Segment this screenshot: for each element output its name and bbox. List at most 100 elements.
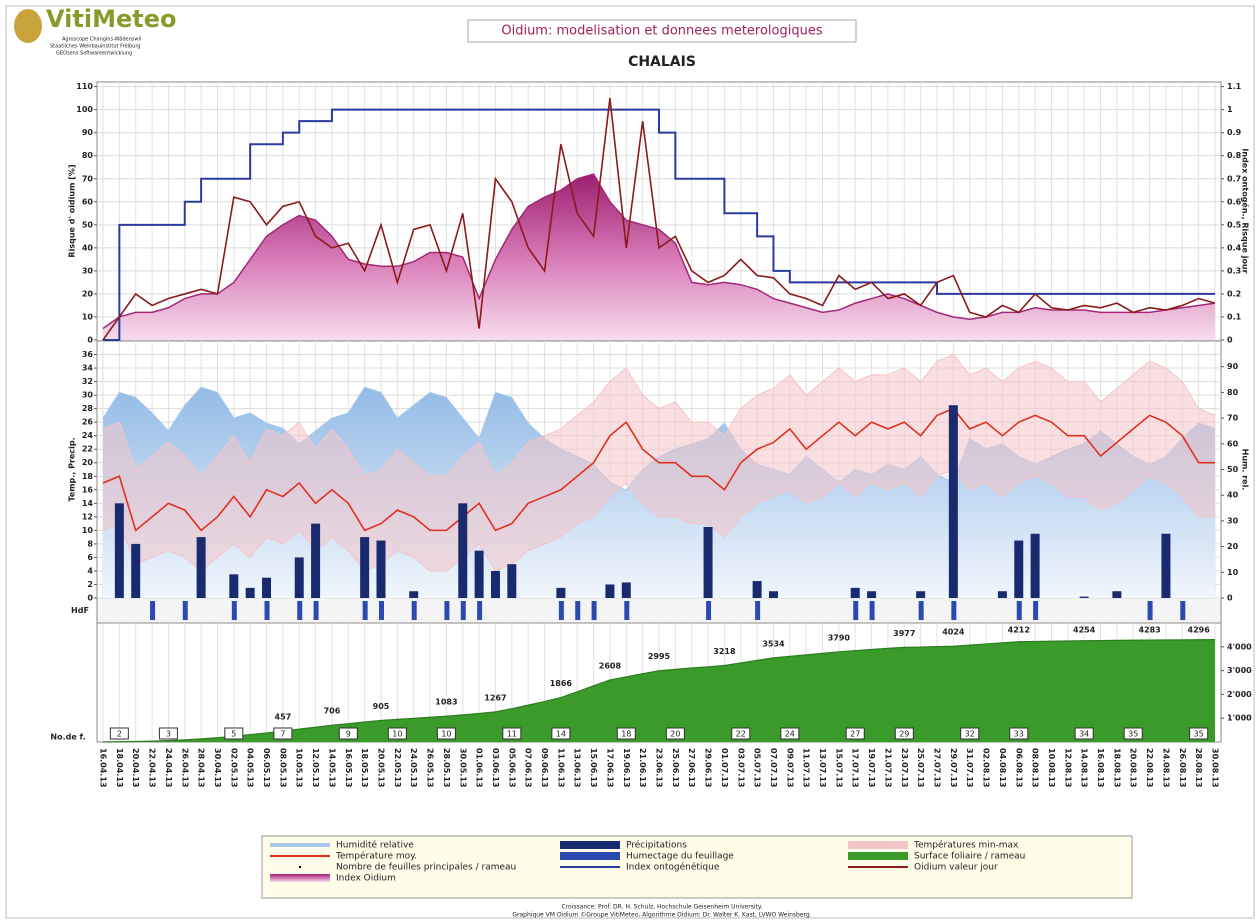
leaf-count-box xyxy=(502,727,522,740)
tick-label: 3'000 xyxy=(1227,666,1252,675)
x-tick-label: 22.05.13 xyxy=(393,748,402,787)
bar xyxy=(768,591,778,598)
x-tick-label: 01.07.13 xyxy=(720,748,729,787)
bar xyxy=(474,550,484,598)
leaf-count: 35 xyxy=(1128,730,1138,739)
tick-label: 0.2 xyxy=(1227,289,1241,298)
tick-label: 90 xyxy=(1227,362,1239,371)
tick-label: 70 xyxy=(82,174,94,183)
wetness-bar xyxy=(477,601,483,620)
tick-label: 30 xyxy=(82,266,94,275)
tick-label: 20 xyxy=(82,289,94,298)
tick-label: 30 xyxy=(1227,516,1239,525)
x-tick-label: 02.08.13 xyxy=(982,748,991,787)
value-label: 3790 xyxy=(828,633,851,642)
value-label: 4212 xyxy=(1008,626,1030,635)
tick-label: 80 xyxy=(82,151,94,160)
legend-swatch xyxy=(298,865,302,869)
tick-label: 0.7 xyxy=(1227,174,1241,183)
value-label: 4283 xyxy=(1138,626,1160,635)
axis-title: Index ontogén., Risque jour xyxy=(1241,148,1251,273)
tick-label: 0.8 xyxy=(1227,151,1242,160)
leaf-count-box xyxy=(894,727,914,740)
legend-swatch xyxy=(848,841,908,849)
bar xyxy=(114,503,124,598)
x-tick-label: 24.08.13 xyxy=(1161,748,1170,787)
x-tick-label: 05.06.13 xyxy=(507,748,516,787)
x-tick-label: 02.05.13 xyxy=(229,748,238,787)
bar xyxy=(1161,533,1171,598)
x-tick-label: 13.07.13 xyxy=(818,748,827,787)
band-min xyxy=(102,468,1215,572)
legend-swatch xyxy=(560,852,620,860)
tick-label: 60 xyxy=(82,197,94,206)
bar xyxy=(409,591,419,598)
x-tick-label: 20.04.13 xyxy=(131,748,140,787)
x-tick-label: 28.05.13 xyxy=(442,748,451,787)
leaf-count-box xyxy=(845,727,865,740)
tick-label: 18 xyxy=(82,472,94,481)
x-tick-label: 01.06.13 xyxy=(475,748,484,787)
x-tick-label: 15.07.13 xyxy=(834,748,843,787)
bar xyxy=(605,584,615,598)
legend-label: Température moy. xyxy=(335,851,417,862)
tick-label: 0 xyxy=(1227,594,1233,603)
value-label: 905 xyxy=(373,702,390,711)
tick-label: 0.6 xyxy=(1227,197,1242,206)
wetness-bar xyxy=(182,601,188,620)
legend-box xyxy=(261,835,1133,899)
legend-label: Nombre de feuilles principales / rameau xyxy=(336,863,516,873)
wetness-bar xyxy=(362,601,368,620)
x-tick-label: 16.05.13 xyxy=(344,748,353,787)
x-tick-label: 09.07.13 xyxy=(785,748,794,787)
bar xyxy=(1079,596,1089,598)
x-tick-label: 20.05.13 xyxy=(377,748,386,787)
bar xyxy=(458,503,468,598)
leaf-count-box xyxy=(1123,727,1143,740)
x-tick-label: 28.08.13 xyxy=(1194,748,1203,787)
leaf-count: 10 xyxy=(392,730,402,739)
wetness-bar xyxy=(624,601,630,620)
leaf-count: 18 xyxy=(621,730,631,739)
logo-partner: Agroscope Changins-Wädenswil xyxy=(62,37,141,43)
x-tick-label: 10.08.13 xyxy=(1047,748,1056,787)
value-label: 457 xyxy=(275,713,292,722)
leaf-count-box xyxy=(436,727,456,740)
x-tick-label: 19.07.13 xyxy=(867,748,876,787)
wetness-bar xyxy=(264,601,270,620)
legend-swatch xyxy=(560,841,620,849)
tick-label: 1'000 xyxy=(1227,714,1252,723)
bar xyxy=(131,543,141,598)
wetness-bar xyxy=(918,601,924,620)
tick-label: 50 xyxy=(82,220,94,229)
axis-title: HdF xyxy=(71,606,89,615)
x-tick-label: 28.04.13 xyxy=(197,748,206,787)
x-tick-label: 29.06.13 xyxy=(704,748,713,787)
wetness-bar xyxy=(297,601,303,620)
logo-grape xyxy=(14,9,42,43)
value-label: 2995 xyxy=(648,652,671,661)
x-tick-label: 04.05.13 xyxy=(246,748,255,787)
value-label: 2608 xyxy=(599,661,622,670)
leaf-count: 33 xyxy=(1014,730,1024,739)
leaf-count-box xyxy=(109,727,129,740)
x-tick-label: 19.06.13 xyxy=(622,748,631,787)
area-line xyxy=(102,173,1216,330)
wetness-bar xyxy=(1016,601,1022,620)
leaf-count-box xyxy=(665,727,685,740)
x-tick-label: 12.08.13 xyxy=(1063,748,1072,787)
x-tick-label: 22.04.13 xyxy=(148,748,157,787)
legend-label: Humidité relative xyxy=(336,840,414,851)
tick-label: 4'000 xyxy=(1227,642,1252,651)
value-label: 1083 xyxy=(435,698,457,707)
leaf-count-box xyxy=(780,727,800,740)
wetness-bar xyxy=(1033,601,1039,620)
tick-label: 50 xyxy=(1227,465,1239,474)
tick-label: 0.5 xyxy=(1227,220,1242,229)
x-tick-label: 26.04.13 xyxy=(180,748,189,787)
legend-swatch xyxy=(848,852,908,860)
x-tick-label: 27.07.13 xyxy=(933,748,942,787)
tick-label: 26 xyxy=(82,418,94,427)
x-tick-label: 24.05.13 xyxy=(409,748,418,787)
